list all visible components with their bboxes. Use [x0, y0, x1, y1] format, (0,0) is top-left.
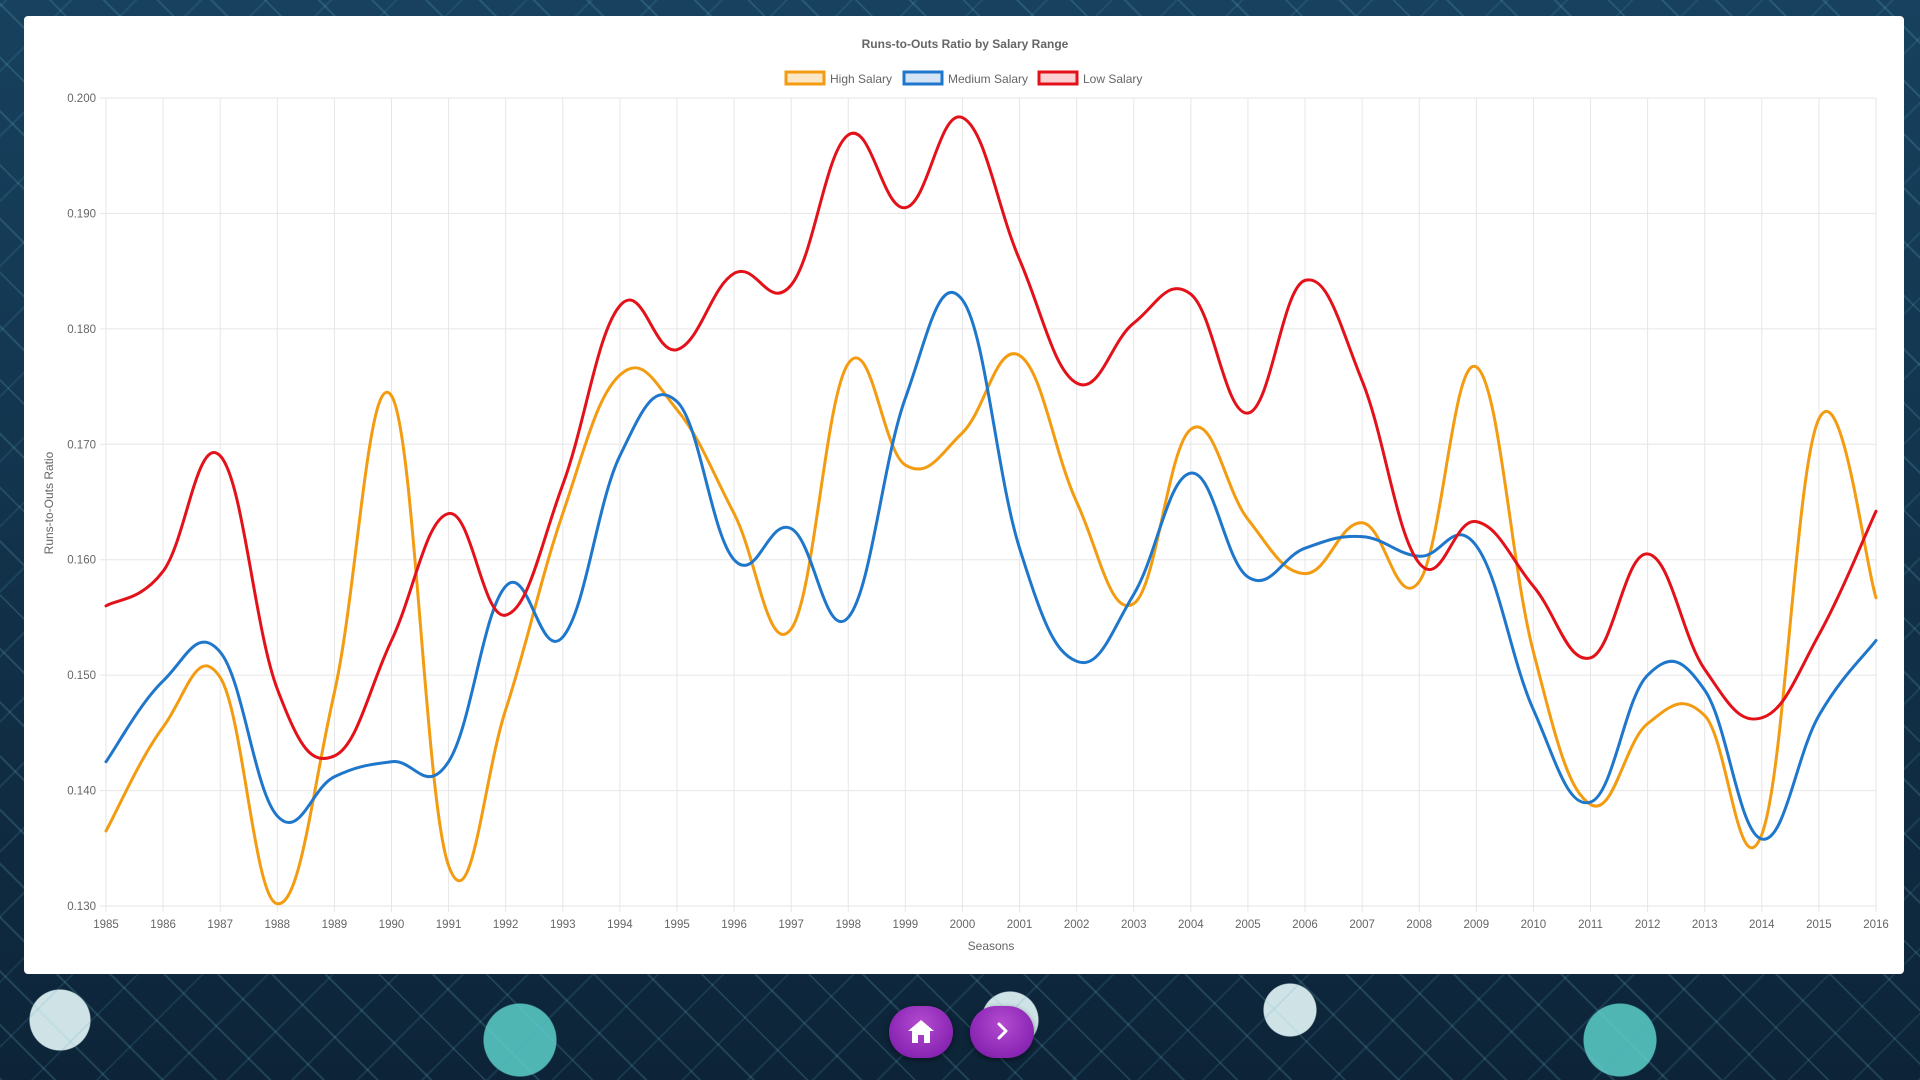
legend-item-medium-salary[interactable]: Medium Salary [904, 72, 1028, 86]
home-icon [906, 1017, 936, 1048]
series-lines [106, 117, 1876, 904]
y-tick-label: 0.160 [67, 555, 96, 567]
x-tick-label: 2002 [1064, 919, 1090, 931]
y-tick-label: 0.190 [67, 208, 96, 220]
legend-item-low-salary[interactable]: Low Salary [1039, 72, 1142, 86]
x-tick-label: 2003 [1121, 919, 1147, 931]
x-tick-label: 1999 [893, 919, 919, 931]
x-tick-label: 1996 [721, 919, 747, 931]
x-tick-label: 2015 [1806, 919, 1832, 931]
legend-swatch-high-salary [786, 72, 824, 84]
x-tick-label: 2007 [1349, 919, 1375, 931]
x-tick-label: 2014 [1749, 919, 1775, 931]
x-tick-label: 1986 [150, 919, 176, 931]
x-tick-label: 1990 [379, 919, 405, 931]
x-tick-label: 1995 [664, 919, 690, 931]
x-tick-label: 1998 [835, 919, 861, 931]
y-tick-label: 0.150 [67, 670, 96, 682]
series-line-medium-salary[interactable] [106, 292, 1876, 839]
chart-title: Runs-to-Outs Ratio by Salary Range [862, 37, 1069, 51]
legend-swatch-medium-salary [904, 72, 942, 84]
y-tick-label: 0.180 [67, 324, 96, 336]
x-tick-label: 2001 [1007, 919, 1033, 931]
x-tick-label: 2010 [1521, 919, 1547, 931]
y-axis-title: Runs-to-Outs Ratio [42, 451, 56, 554]
chart-card: Runs-to-Outs Ratio by Salary Range High … [24, 16, 1904, 974]
x-tick-label: 1985 [93, 919, 119, 931]
y-tick-label: 0.140 [67, 786, 96, 798]
y-axis: 0.130 0.140 0.150 0.160 0.170 0.180 0.190 0.200 [67, 93, 96, 913]
x-tick-label: 1997 [778, 919, 804, 931]
legend-swatch-low-salary [1039, 72, 1077, 84]
x-tick-label: 2006 [1292, 919, 1318, 931]
x-tick-label: 1987 [207, 919, 233, 931]
x-tick-label: 2011 [1578, 919, 1603, 931]
x-tick-label: 2012 [1635, 919, 1661, 931]
x-tick-label: 2013 [1692, 919, 1718, 931]
chevron-right-icon [990, 1019, 1014, 1046]
legend-label-high-salary: High Salary [830, 72, 892, 86]
y-tick-label: 0.130 [67, 901, 96, 913]
next-button[interactable] [970, 1006, 1034, 1058]
x-tick-label: 2016 [1863, 919, 1889, 931]
y-tick-label: 0.170 [67, 439, 96, 451]
x-tick-label: 2005 [1235, 919, 1261, 931]
x-tick-label: 1992 [493, 919, 519, 931]
home-button[interactable] [889, 1006, 953, 1058]
line-chart: Runs-to-Outs Ratio by Salary Range High … [24, 16, 1904, 974]
y-tick-label: 0.200 [67, 93, 96, 105]
legend-item-high-salary[interactable]: High Salary [786, 72, 892, 86]
legend: High Salary Medium Salary Low Salary [786, 72, 1142, 86]
legend-label-low-salary: Low Salary [1083, 72, 1142, 86]
x-axis-title: Seasons [968, 939, 1015, 953]
legend-label-medium-salary: Medium Salary [948, 72, 1028, 86]
grid-lines [100, 98, 1876, 912]
x-tick-label: 2009 [1464, 919, 1490, 931]
x-tick-label: 2000 [950, 919, 976, 931]
x-tick-label: 1989 [322, 919, 348, 931]
x-tick-label: 1993 [550, 919, 576, 931]
x-axis: 1985 1986 1987 1988 1989 1990 1991 1992 1993 1994… [93, 919, 1889, 931]
x-tick-label: 1994 [607, 919, 633, 931]
x-tick-label: 2004 [1178, 919, 1204, 931]
x-tick-label: 1991 [436, 919, 462, 931]
x-tick-label: 1988 [264, 919, 290, 931]
x-tick-label: 2008 [1406, 919, 1432, 931]
